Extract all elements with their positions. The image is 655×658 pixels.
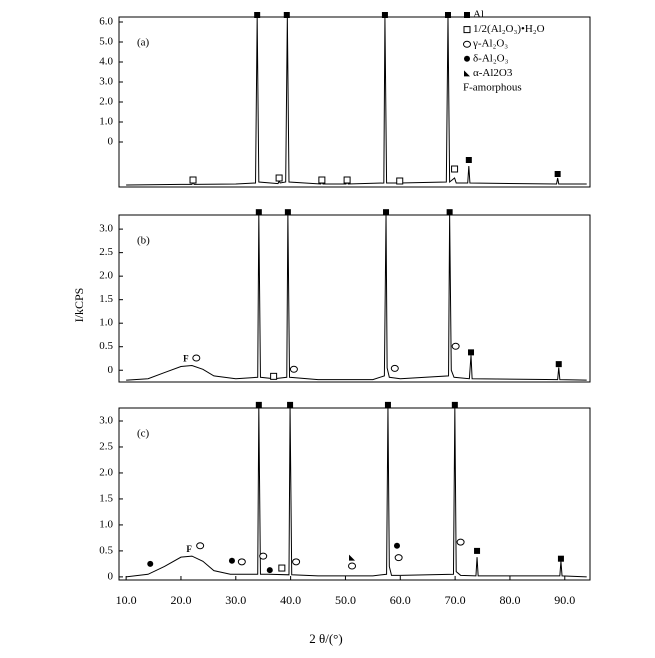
y-tick-label: 2.5 <box>99 246 113 258</box>
marker <box>394 554 403 562</box>
y-tick-label: 0 <box>108 570 114 582</box>
legend-symbol <box>464 55 470 62</box>
y-tick-label: 3.0 <box>99 415 113 427</box>
legend-label: Al <box>473 9 484 21</box>
y-tick-label: 5.0 <box>99 36 113 48</box>
marker <box>289 365 298 373</box>
legend-label: γ-Al₂O₃ <box>472 38 508 50</box>
panel-label: (a) <box>137 37 150 49</box>
y-tick-label: 3.0 <box>99 76 113 88</box>
marker <box>557 555 564 562</box>
marker <box>283 12 290 18</box>
x-tick-label: 70.0 <box>445 593 466 607</box>
marker <box>451 401 458 408</box>
x-tick-label: 40.0 <box>280 593 301 607</box>
x-tick-label: 30.0 <box>225 593 246 607</box>
marker <box>270 372 278 380</box>
legend-label: F-amorphous <box>463 82 522 94</box>
marker <box>384 401 391 408</box>
marker <box>465 157 472 163</box>
marker <box>393 542 400 549</box>
y-tick-label: 0.5 <box>99 340 113 352</box>
trace <box>126 408 587 578</box>
marker <box>318 176 326 184</box>
marker <box>284 209 291 216</box>
marker <box>266 567 273 574</box>
legend-symbol <box>464 12 470 18</box>
marker <box>255 401 262 408</box>
marker <box>444 12 451 18</box>
marker-label: F <box>183 353 189 363</box>
y-tick-label: 6.0 <box>99 16 113 28</box>
marker-label: F <box>186 544 192 554</box>
y-tick-label: 1.0 <box>99 518 113 530</box>
marker <box>451 342 460 350</box>
y-tick-label: 1.0 <box>99 116 113 128</box>
trace <box>126 215 587 381</box>
y-tick-label: 4.0 <box>99 56 113 68</box>
legend-label: δ-Al₂O₃ <box>473 52 509 64</box>
marker <box>451 165 459 173</box>
marker <box>255 209 262 216</box>
marker <box>278 564 286 572</box>
x-tick-label: 80.0 <box>499 593 520 607</box>
marker <box>275 174 283 182</box>
y-tick-label: 0 <box>108 364 114 376</box>
panel-frame <box>118 16 591 188</box>
marker <box>396 177 404 185</box>
marker <box>259 552 268 560</box>
y-tick-label: 2.0 <box>99 270 113 282</box>
marker <box>456 538 465 546</box>
panel-frame <box>118 407 591 581</box>
x-tick-label: 20.0 <box>170 593 191 607</box>
x-tick-label: 50.0 <box>335 593 356 607</box>
y-tick-label: 0.5 <box>99 544 113 556</box>
marker <box>254 12 261 18</box>
y-tick-label: 1.5 <box>99 293 113 305</box>
legend-label: α-Al2O3 <box>473 67 513 79</box>
y-axis-label: I/kCPS <box>72 288 86 323</box>
legend-label: 1/2(Al₂O₃)•H₂O <box>473 23 545 35</box>
trace <box>126 17 587 186</box>
panel-label: (b) <box>137 235 150 247</box>
panel-frame <box>118 214 591 383</box>
marker <box>147 560 154 567</box>
panel-label: (c) <box>137 428 150 440</box>
marker <box>228 557 235 564</box>
marker <box>237 558 246 566</box>
marker <box>348 562 357 570</box>
marker <box>192 354 201 362</box>
x-tick-label: 90.0 <box>554 593 575 607</box>
marker <box>390 364 399 372</box>
y-tick-label: 3.0 <box>99 223 113 235</box>
y-tick-label: 2.0 <box>99 466 113 478</box>
marker <box>343 176 351 184</box>
legend-symbol <box>464 70 470 77</box>
y-tick-label: 0 <box>108 136 114 148</box>
x-axis-label: 2 θ/(°) <box>309 631 342 646</box>
marker <box>468 349 475 356</box>
marker <box>446 209 453 216</box>
marker <box>189 176 197 184</box>
marker <box>383 209 390 216</box>
legend-symbol <box>463 26 471 34</box>
y-tick-label: 2.0 <box>99 96 113 108</box>
marker <box>196 542 205 550</box>
x-tick-label: 60.0 <box>390 593 411 607</box>
marker <box>381 12 388 18</box>
legend-symbol <box>463 40 471 48</box>
x-tick-label: 10.0 <box>116 593 137 607</box>
marker <box>287 401 294 408</box>
marker <box>555 361 562 368</box>
marker <box>554 171 561 177</box>
marker <box>292 558 301 566</box>
marker <box>474 547 481 554</box>
y-tick-label: 2.5 <box>99 441 113 453</box>
y-tick-label: 1.0 <box>99 317 113 329</box>
y-tick-label: 1.5 <box>99 492 113 504</box>
marker <box>349 554 356 561</box>
